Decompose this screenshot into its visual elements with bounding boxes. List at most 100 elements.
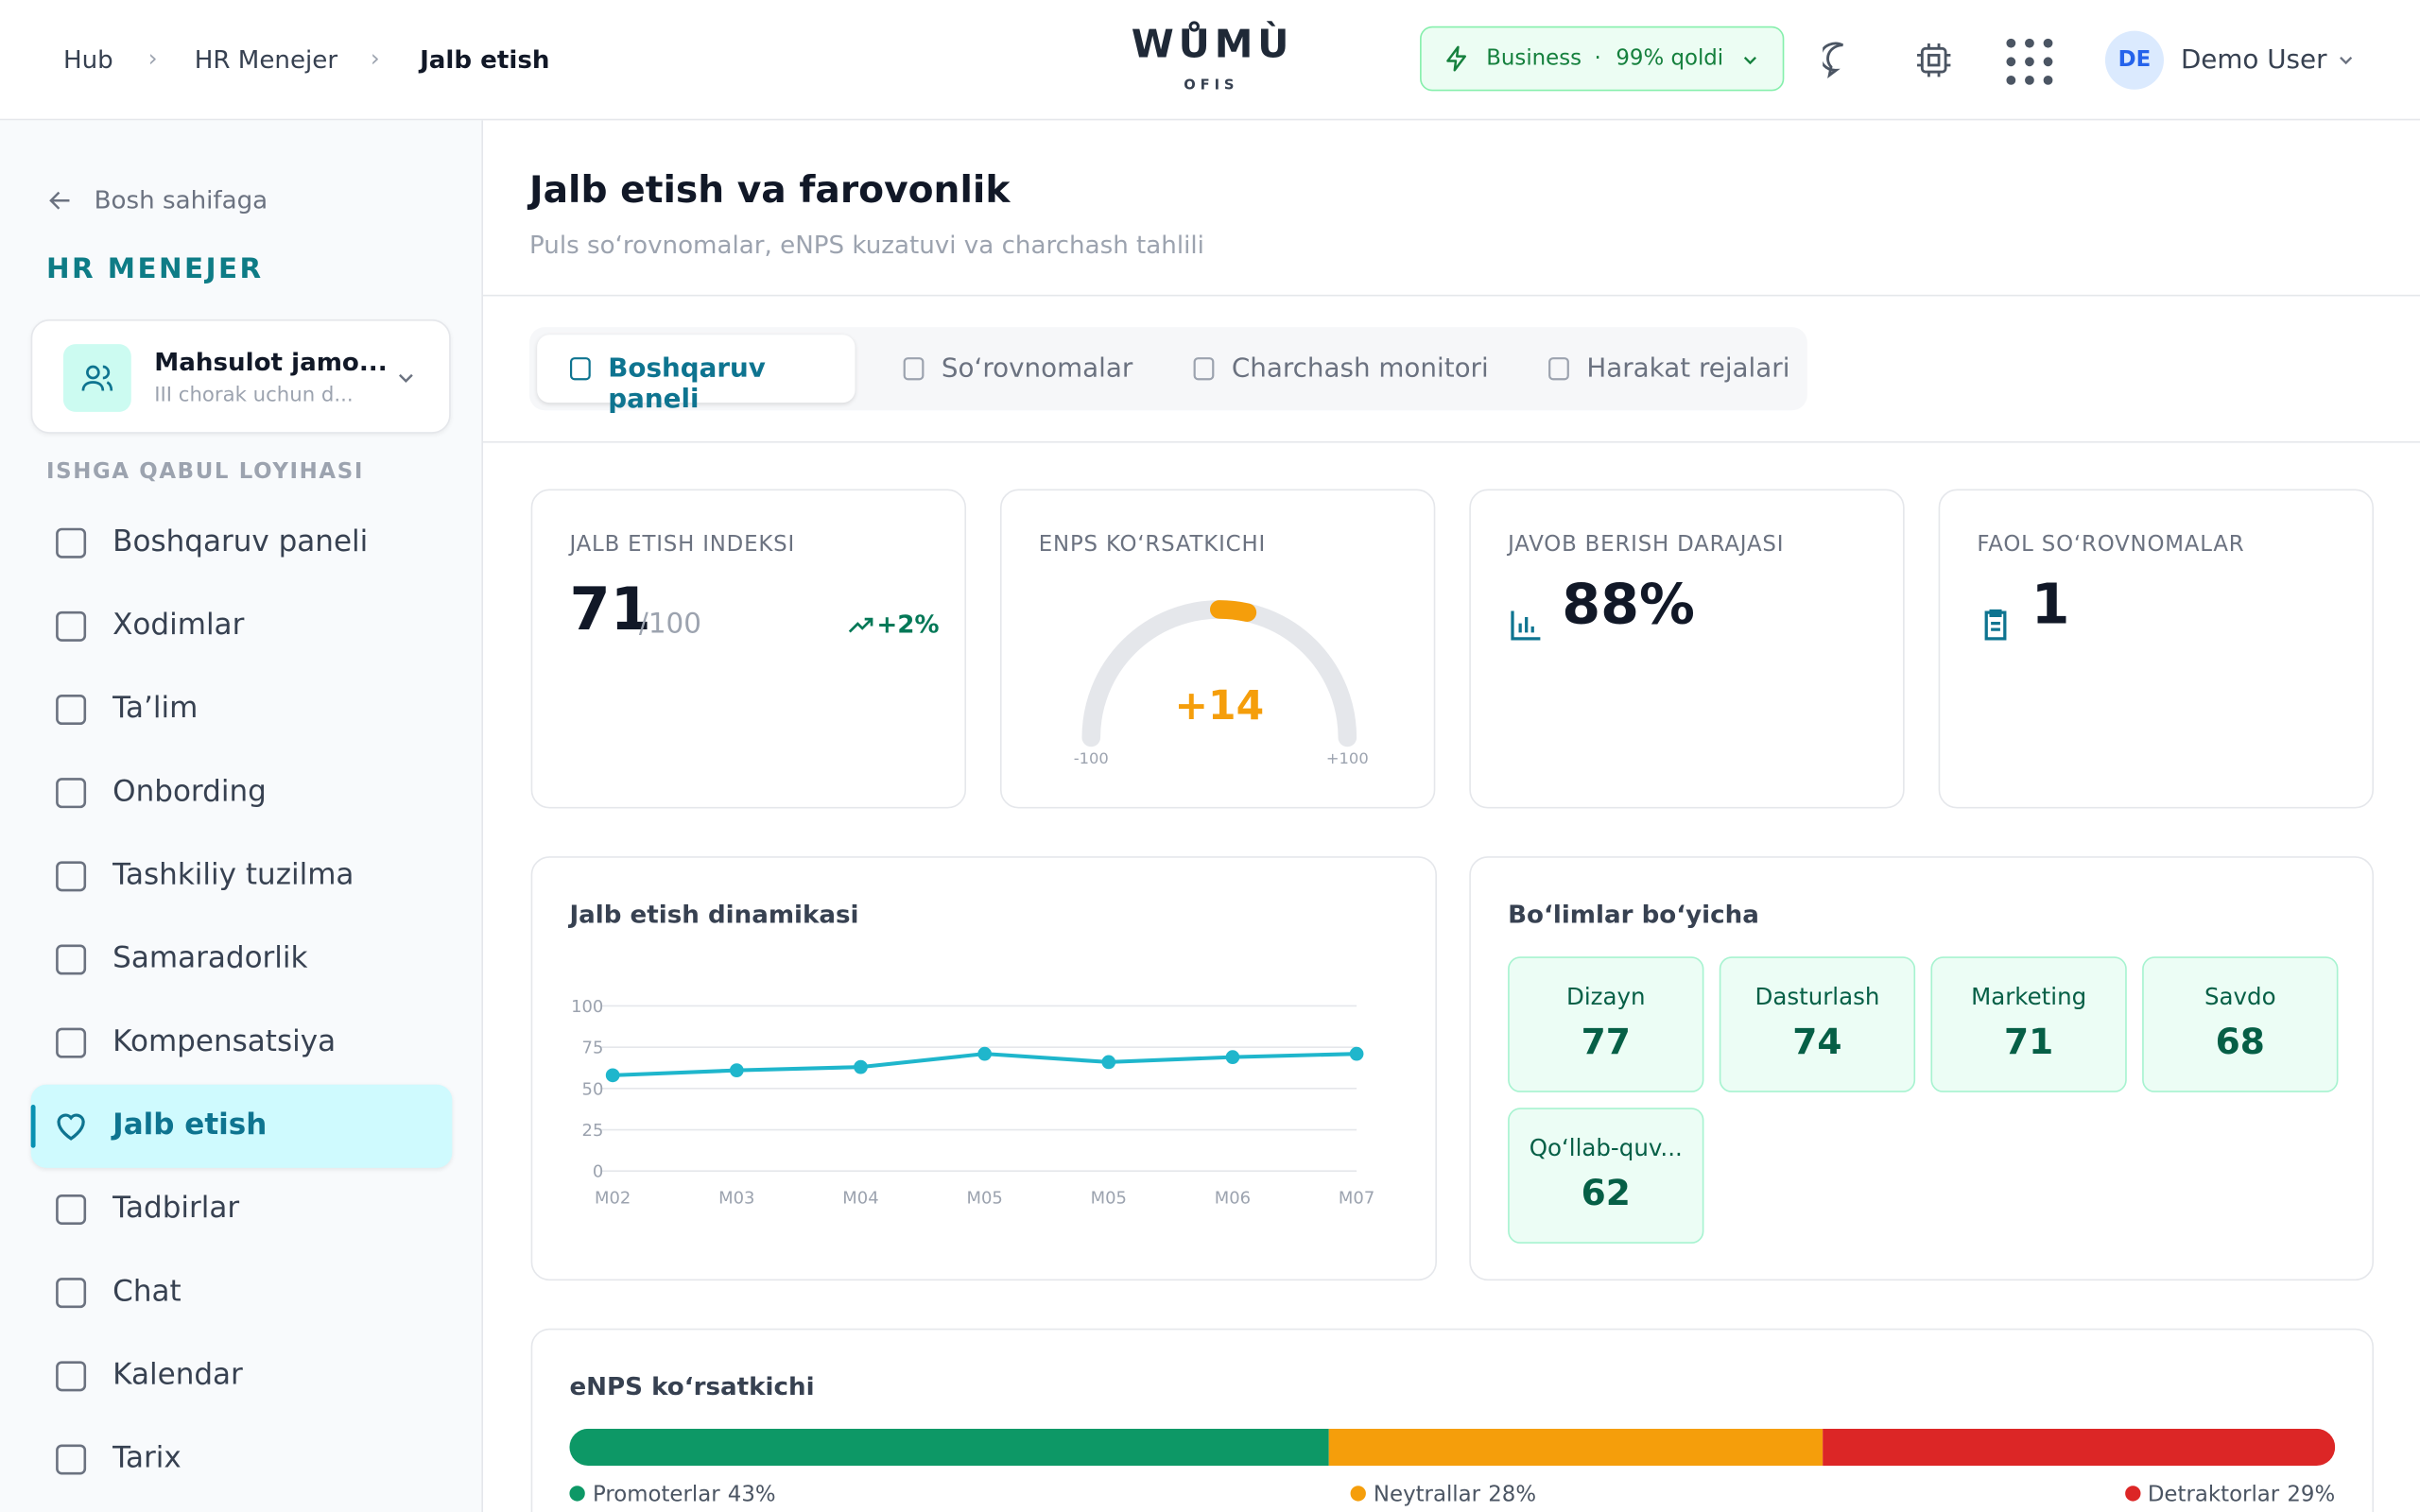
icon-shape — [1511, 610, 1541, 641]
bar-segment — [1823, 1428, 2336, 1467]
team-selector[interactable]: Mahsulot jamo... III chorak uchun d... — [30, 318, 451, 434]
kpi-card: JALB ETISH INDEKSI 71/100 +2% — [530, 489, 967, 809]
menu-icon — [56, 1444, 87, 1475]
x-tick-label: M04 — [842, 1188, 878, 1208]
department-score: 62 — [1581, 1174, 1631, 1214]
menu-item[interactable]: Kalendar — [31, 1334, 453, 1418]
menu-label: Kompensatsiya — [112, 1024, 337, 1058]
y-tick-label: 75 — [582, 1039, 604, 1058]
menu-label: Xodimlar — [112, 608, 245, 643]
user-name[interactable]: Demo User — [2180, 44, 2327, 76]
menu-item[interactable]: Kompensatsiya — [31, 1002, 453, 1085]
kpi-card: JAVOB BERISH DARAJASI 88% — [1469, 489, 1905, 809]
legend-item: Promoterlar 43% — [569, 1482, 776, 1508]
menu-label: Tarix — [112, 1440, 182, 1475]
tab[interactable]: So‘rovnomalar — [871, 335, 1136, 403]
menu-item[interactable]: Tashkiliy tuzilma — [31, 834, 453, 918]
heart — [57, 1113, 85, 1141]
menu-icon — [56, 944, 87, 975]
department-name: Savdo — [2204, 983, 2276, 1011]
menu-item[interactable]: Jalb etish — [30, 1084, 453, 1168]
tab[interactable]: Boshqaruv paneli — [537, 335, 856, 415]
icon-shape — [56, 610, 87, 642]
back-link[interactable]: Bosh sahifaga — [94, 184, 268, 215]
kpi-label: JAVOB BERISH DARAJASI — [1508, 532, 1785, 558]
avatar[interactable]: DE — [2104, 30, 2164, 90]
bar-segment — [569, 1428, 1329, 1467]
icon-shape — [56, 778, 87, 809]
icon-shape — [56, 1361, 87, 1392]
department-tile[interactable]: Dizayn 77 — [1508, 956, 1704, 1092]
department-score: 71 — [2003, 1022, 2054, 1063]
tab-label: Boshqaruv paneli — [608, 352, 766, 416]
icon-shape — [56, 527, 87, 558]
chevron: › — [370, 44, 380, 73]
separator: · — [1594, 45, 1601, 72]
chip-icon[interactable] — [1913, 40, 1953, 79]
team-icon — [62, 344, 131, 412]
kpi-icon — [1511, 610, 1541, 641]
icon-shape — [56, 944, 87, 975]
tab-label: So‘rovnomalar — [941, 352, 1133, 385]
tab[interactable]: Harakat rejalari — [1515, 335, 1793, 403]
breadcrumb[interactable]: HR Menejer — [194, 44, 338, 75]
chevron: › — [147, 44, 158, 73]
menu-item[interactable]: Samaradorlik — [31, 918, 453, 1001]
chevron-icon — [1743, 56, 1756, 65]
department-score: 68 — [2215, 1022, 2265, 1063]
department-tile[interactable]: Marketing 71 — [1930, 956, 2127, 1092]
menu-item[interactable]: Xodimlar — [31, 585, 453, 668]
tab-label: Harakat rejalari — [1586, 352, 1790, 385]
menu-item[interactable]: Onbording — [31, 751, 453, 834]
point — [729, 1063, 744, 1077]
x-tick-label: M03 — [718, 1188, 754, 1208]
sidebar: Bosh sahifaga HR MENEJER Mahsulot jamo..… — [0, 120, 484, 1512]
department-name: Dasturlash — [1754, 983, 1880, 1011]
icon-shape — [1193, 357, 1215, 381]
chevron-icon — [399, 373, 413, 383]
menu-label: Tashkiliy tuzilma — [112, 857, 354, 892]
icon-shape — [569, 357, 591, 381]
kpi-label: FAOL SO‘ROVNOMALAR — [1977, 532, 2245, 558]
x-tick-label: M05 — [1091, 1188, 1127, 1208]
plan-left: 99% qoldi — [1616, 45, 1724, 72]
y-tick-label: 25 — [582, 1121, 604, 1141]
plan-name: Business — [1486, 45, 1582, 72]
department-tile[interactable]: Savdo 68 — [2142, 956, 2339, 1092]
icon-shape — [1548, 357, 1569, 381]
card-title: Bo‘limlar bo‘yicha — [1508, 899, 1759, 929]
kpi-label: JALB ETISH INDEKSI — [569, 532, 796, 558]
gauge-value — [1209, 600, 1257, 622]
tab[interactable]: Charchash monitori — [1161, 335, 1495, 403]
kpi-card: FAOL SO‘ROVNOMALAR 1 — [1938, 489, 2375, 809]
tab-icon — [903, 357, 925, 381]
plan-badge[interactable]: Business · 99% qoldi — [1420, 26, 1785, 92]
breadcrumb: Jalb etish — [420, 44, 550, 75]
tab-icon — [1193, 357, 1215, 381]
menu-item[interactable]: Chat — [31, 1251, 453, 1334]
breadcrumb[interactable]: Hub — [62, 44, 113, 75]
legend-name: Promoterlar — [592, 1482, 720, 1508]
apps-icon[interactable] — [2005, 37, 2054, 86]
department-score: 77 — [1581, 1022, 1631, 1063]
chevron-icon — [2340, 56, 2353, 65]
x-tick-label: M05 — [966, 1188, 1002, 1208]
point — [854, 1059, 868, 1074]
tab-label: Charchash monitori — [1231, 352, 1489, 385]
menu-item[interactable]: Tadbirlar — [31, 1168, 453, 1251]
legend-dot — [569, 1486, 585, 1502]
menu-icon — [56, 527, 87, 558]
x-tick-label: M07 — [1339, 1188, 1374, 1208]
chat-icon[interactable] — [1823, 40, 1862, 79]
menu-item[interactable]: Boshqaruv paneli — [31, 502, 453, 585]
tab-icon — [1548, 357, 1569, 381]
logo[interactable]: WŮMÙ — [1131, 21, 1294, 67]
menu-item[interactable]: Ta’lim — [31, 668, 453, 751]
stacked-bar — [569, 1428, 2336, 1467]
enps-card: eNPS ko‘rsatkichi Promoterlar 43% Neytrall… — [530, 1328, 2375, 1512]
legend-item: Neytrallar 28% — [1350, 1483, 1536, 1507]
department-tile[interactable]: Dasturlash 74 — [1719, 956, 1916, 1092]
menu-item[interactable]: Tarix — [31, 1418, 453, 1501]
department-tile[interactable]: Qo‘llab-quv... 62 — [1508, 1108, 1704, 1244]
icon-shape — [848, 617, 873, 633]
